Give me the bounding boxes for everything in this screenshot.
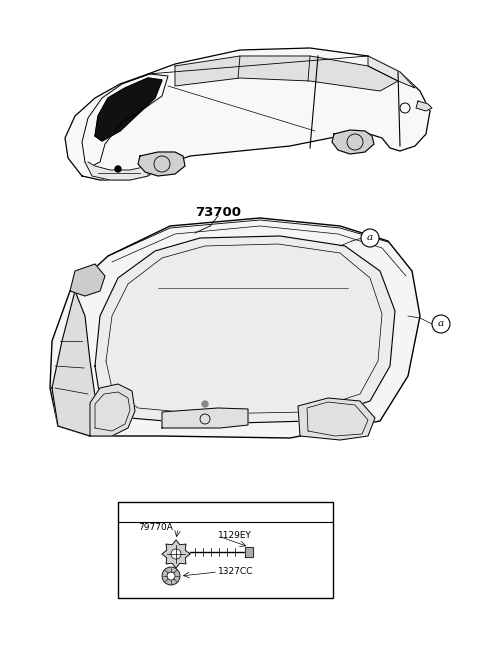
Circle shape: [115, 166, 121, 172]
Circle shape: [167, 572, 175, 580]
Polygon shape: [95, 236, 395, 424]
Polygon shape: [52, 291, 95, 436]
Polygon shape: [95, 78, 162, 141]
Polygon shape: [245, 547, 253, 557]
Circle shape: [162, 567, 180, 585]
Text: 79770A: 79770A: [138, 523, 173, 533]
Polygon shape: [90, 384, 135, 436]
Polygon shape: [332, 130, 374, 154]
Polygon shape: [162, 408, 248, 428]
Polygon shape: [65, 48, 430, 180]
Polygon shape: [175, 56, 398, 91]
Bar: [118, 502, 333, 598]
Polygon shape: [70, 264, 105, 296]
Circle shape: [171, 549, 181, 559]
Text: 1129EY: 1129EY: [218, 531, 252, 541]
Polygon shape: [162, 540, 190, 568]
Circle shape: [124, 504, 140, 520]
Circle shape: [202, 401, 208, 407]
Text: 1327CC: 1327CC: [218, 567, 253, 577]
Polygon shape: [85, 162, 148, 180]
Circle shape: [361, 229, 379, 247]
Polygon shape: [416, 101, 432, 111]
Polygon shape: [50, 218, 420, 438]
Polygon shape: [368, 56, 415, 88]
Circle shape: [432, 315, 450, 333]
Text: 73700: 73700: [195, 205, 241, 218]
Text: a: a: [438, 319, 444, 329]
Text: a: a: [367, 234, 373, 243]
Polygon shape: [298, 398, 375, 440]
Polygon shape: [138, 152, 185, 176]
Text: a: a: [129, 508, 135, 516]
